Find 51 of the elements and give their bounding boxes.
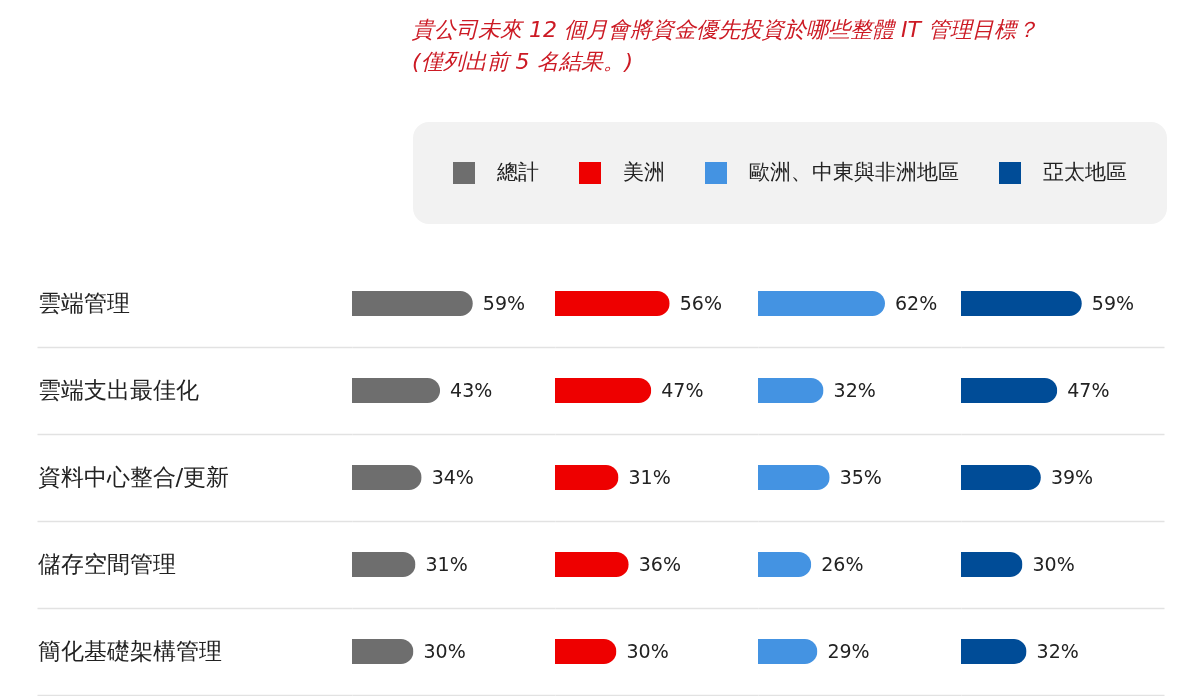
data-label: 56% xyxy=(679,291,722,314)
bar xyxy=(758,291,885,316)
text: 貴公司未來 12 個月會將資金優先投資於哪些整體 IT 管理目標？ xyxy=(412,17,1038,42)
bar xyxy=(758,639,818,664)
bar xyxy=(352,552,416,577)
data-label: 59% xyxy=(1091,291,1135,314)
data-label: 29% xyxy=(827,639,870,662)
data-label: 36% xyxy=(638,552,681,575)
bar xyxy=(961,465,1041,490)
bar xyxy=(758,552,812,577)
bar xyxy=(555,639,617,664)
data-label: 59% xyxy=(482,291,526,314)
data-label: 30% xyxy=(423,639,466,662)
bar xyxy=(352,639,414,664)
data-label: 35% xyxy=(839,465,882,488)
y-tick-label: 簡化基礎架構管理 xyxy=(37,637,222,664)
data-label: 39% xyxy=(1050,465,1094,488)
y-tick-label: 資料中心整合/更新 xyxy=(37,463,230,490)
text: (僅列出前 5 名結果。) xyxy=(412,49,634,74)
bar xyxy=(352,291,473,316)
legend-label: 美洲 xyxy=(623,160,665,184)
legend-label: 亞太地區 xyxy=(1043,160,1127,184)
legend-label: 歐洲、中東與非洲地區 xyxy=(749,160,959,184)
data-label: 31% xyxy=(425,552,468,575)
data-label: 32% xyxy=(833,378,876,401)
bar xyxy=(352,465,422,490)
bar xyxy=(555,465,619,490)
bar xyxy=(961,378,1058,403)
bar xyxy=(961,639,1027,664)
bar xyxy=(555,378,652,403)
data-label: 31% xyxy=(628,465,671,488)
data-label: 34% xyxy=(431,465,474,488)
bar xyxy=(555,552,629,577)
bar xyxy=(352,378,441,403)
data-label: 62% xyxy=(895,291,938,314)
y-tick-label: 雲端管理 xyxy=(37,289,130,316)
data-label: 30% xyxy=(626,639,669,662)
data-label: 47% xyxy=(1067,378,1110,401)
bar xyxy=(961,291,1082,316)
data-label: 30% xyxy=(1032,552,1075,575)
bar xyxy=(758,378,824,403)
data-label: 43% xyxy=(450,378,493,401)
data-label: 32% xyxy=(1036,639,1079,662)
bar xyxy=(961,552,1023,577)
legend-label: 總計 xyxy=(496,160,539,184)
y-tick-label: 儲存空間管理 xyxy=(37,550,176,577)
y-tick-label: 雲端支出最佳化 xyxy=(37,376,199,403)
data-label: 26% xyxy=(821,552,864,575)
bar xyxy=(555,291,670,316)
data-label: 47% xyxy=(661,378,704,401)
bar xyxy=(758,465,830,490)
